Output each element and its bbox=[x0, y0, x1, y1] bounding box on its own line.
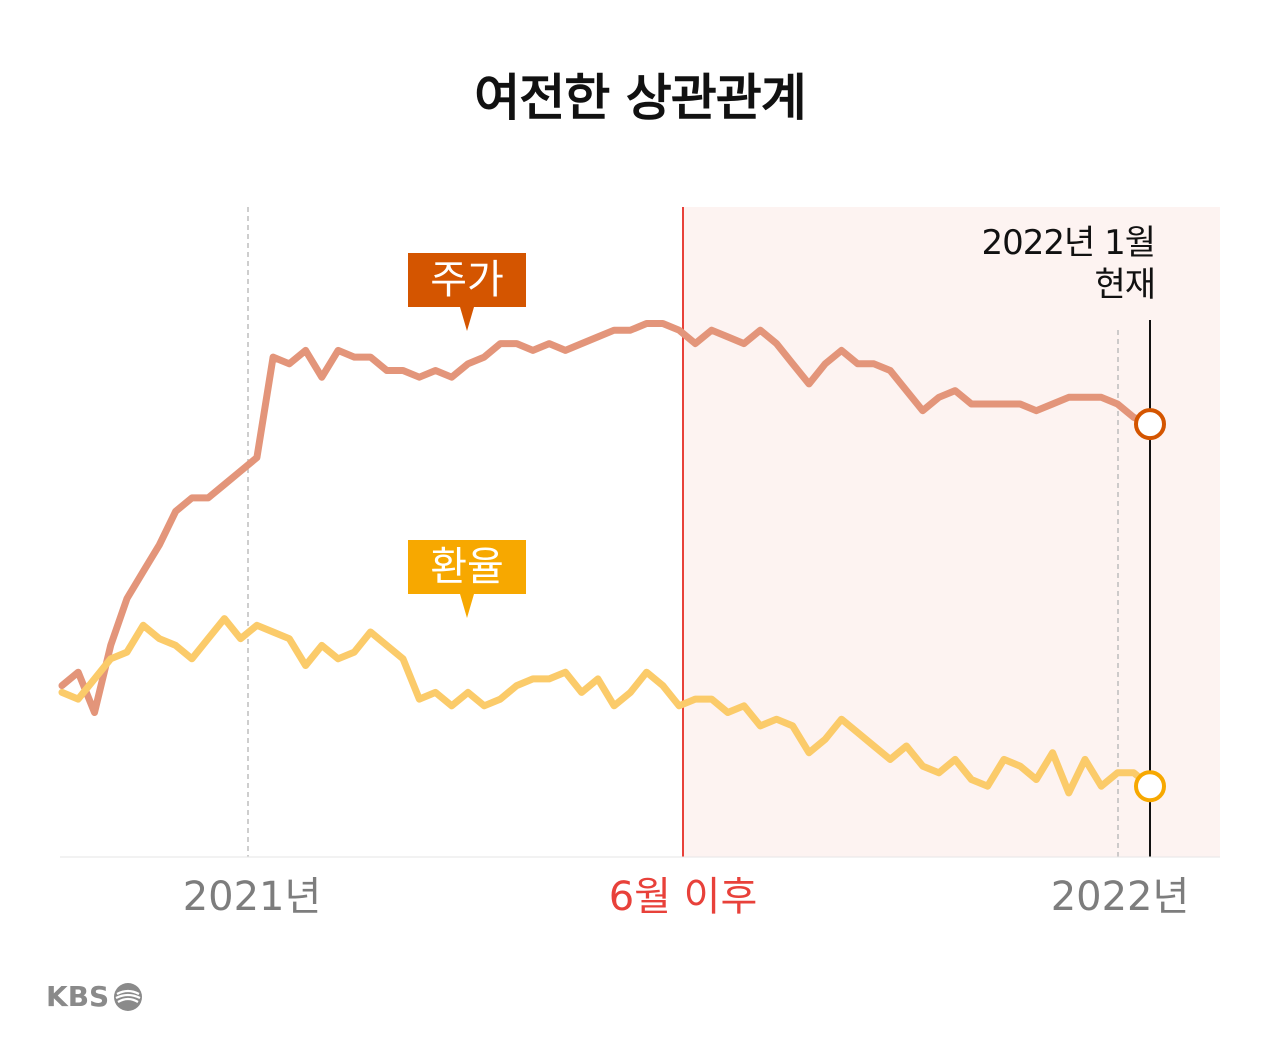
fx-end-marker bbox=[1134, 770, 1166, 803]
stock-series-line bbox=[58, 320, 1154, 716]
kbs-logo: KBS bbox=[46, 980, 143, 1013]
x-tick-label-2021: 2021년 bbox=[183, 874, 322, 920]
fx-series-line bbox=[58, 615, 1154, 797]
x-tick-label-june: 6월 이후 bbox=[609, 874, 758, 920]
x-tick-label-2022: 2022년 bbox=[1051, 874, 1190, 920]
fx-series-tag: 환율 bbox=[408, 540, 526, 618]
kbs-logo-icon bbox=[114, 982, 143, 1011]
chart-title: 여전한 상관관계 bbox=[474, 69, 806, 127]
current-point-label: 2022년 1월 현재 bbox=[981, 222, 1156, 306]
highlight-region bbox=[683, 207, 1220, 857]
current-point-label-line1: 2022년 1월 bbox=[981, 223, 1156, 263]
stock-series-tag: 주가 bbox=[408, 253, 526, 331]
stock-end-marker bbox=[1134, 408, 1166, 441]
current-point-label-line2: 현재 bbox=[1094, 265, 1156, 305]
series-layer bbox=[58, 320, 1166, 803]
kbs-logo-text: KBS bbox=[46, 980, 110, 1013]
